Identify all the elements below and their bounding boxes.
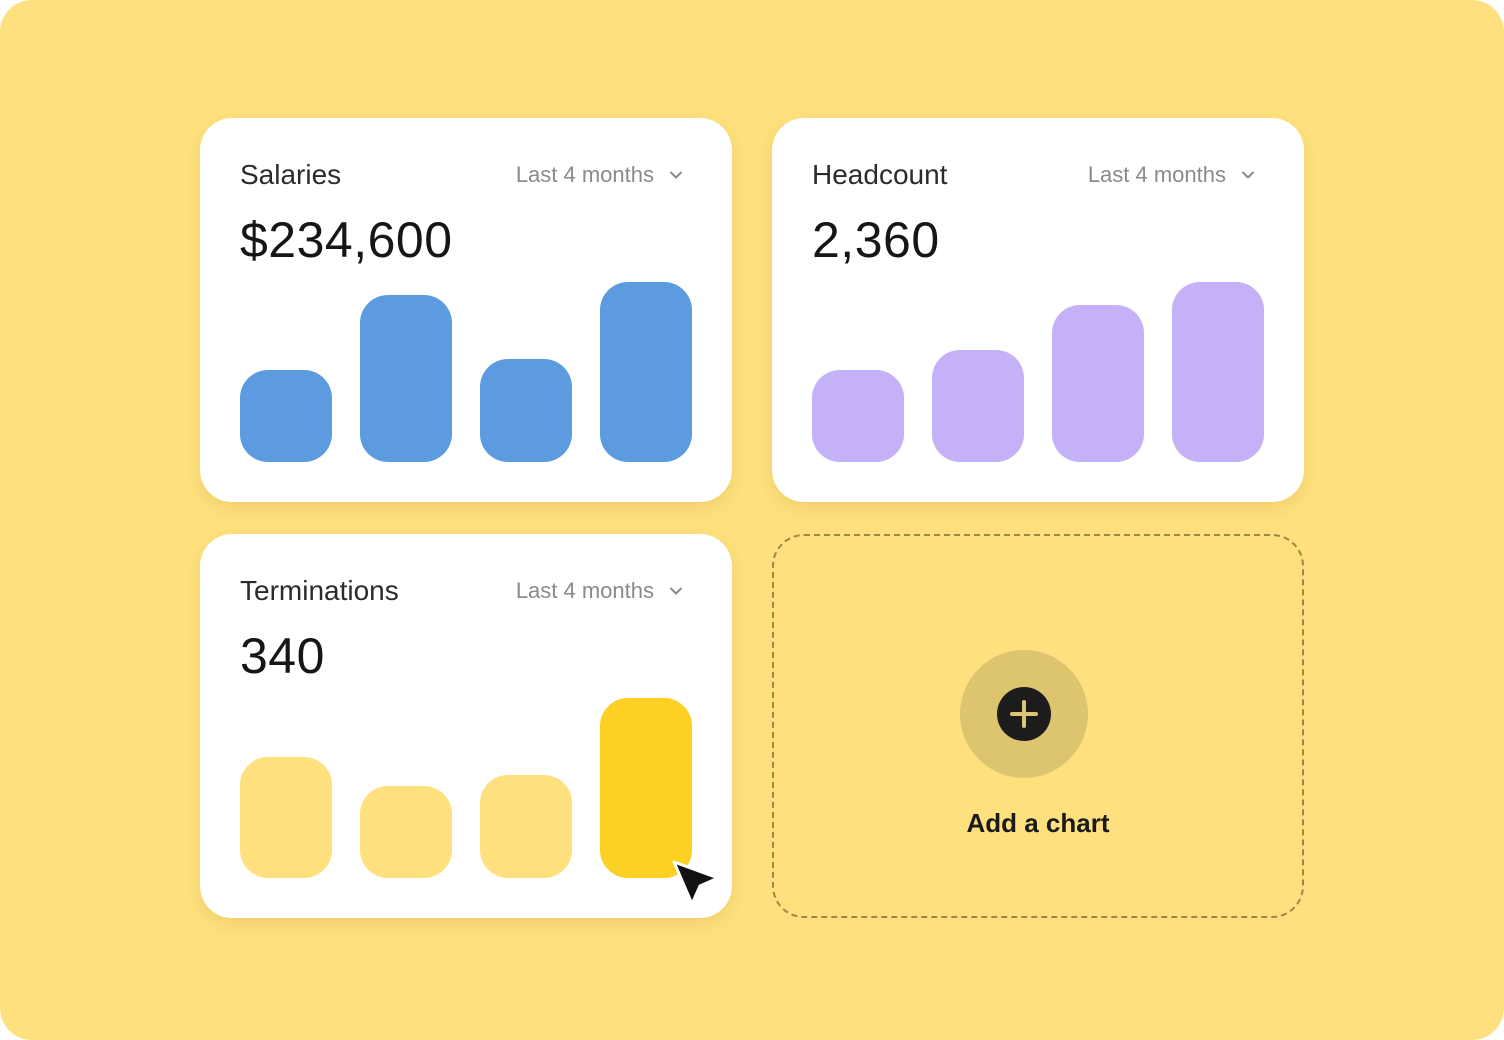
- chart-bar: [360, 786, 452, 878]
- range-dropdown[interactable]: Last 4 months: [516, 160, 684, 190]
- metric-value: 340: [240, 628, 325, 684]
- chart-bar: [932, 350, 1024, 462]
- range-label: Last 4 months: [515, 578, 654, 603]
- salaries-card[interactable]: Salaries Last 4 months $234,600: [200, 118, 732, 502]
- chart-bar: [360, 295, 452, 462]
- metric-value: $234,600: [240, 212, 453, 268]
- terminations-card[interactable]: Terminations Last 4 months 340: [200, 534, 732, 918]
- chart-bar: [1052, 305, 1144, 462]
- chevron-down-icon: [670, 587, 682, 595]
- chart-bar: [240, 370, 332, 462]
- chart-bar: [600, 282, 692, 462]
- add-chart-circle[interactable]: [960, 650, 1088, 778]
- plus-icon: [997, 687, 1051, 741]
- mouse-pointer-icon: [672, 860, 720, 906]
- chart-bar: [240, 757, 332, 878]
- chart-bar: [1172, 282, 1264, 462]
- salaries-bar-chart: [240, 282, 692, 462]
- terminations-bar-chart: [240, 698, 692, 878]
- chart-bar: [480, 775, 572, 878]
- chevron-down-icon: [670, 171, 682, 179]
- range-label: Last 4 months: [515, 162, 654, 187]
- chart-bar: [480, 359, 572, 462]
- card-title: Headcount: [812, 159, 948, 190]
- card-title: Terminations: [240, 575, 399, 606]
- range-label: Last 4 months: [1087, 162, 1226, 187]
- headcount-bar-chart: [812, 282, 1264, 462]
- chart-bar: [812, 370, 904, 462]
- chart-bar: [600, 698, 692, 878]
- range-dropdown[interactable]: Last 4 months: [1088, 160, 1256, 190]
- add-chart-button[interactable]: Add a chart: [772, 534, 1304, 918]
- add-chart-label: Add a chart: [966, 808, 1110, 838]
- chevron-down-icon: [1242, 171, 1254, 179]
- card-title: Salaries: [240, 159, 342, 190]
- metric-value: 2,360: [812, 212, 940, 268]
- range-dropdown[interactable]: Last 4 months: [516, 576, 684, 606]
- headcount-card[interactable]: Headcount Last 4 months 2,360: [772, 118, 1304, 502]
